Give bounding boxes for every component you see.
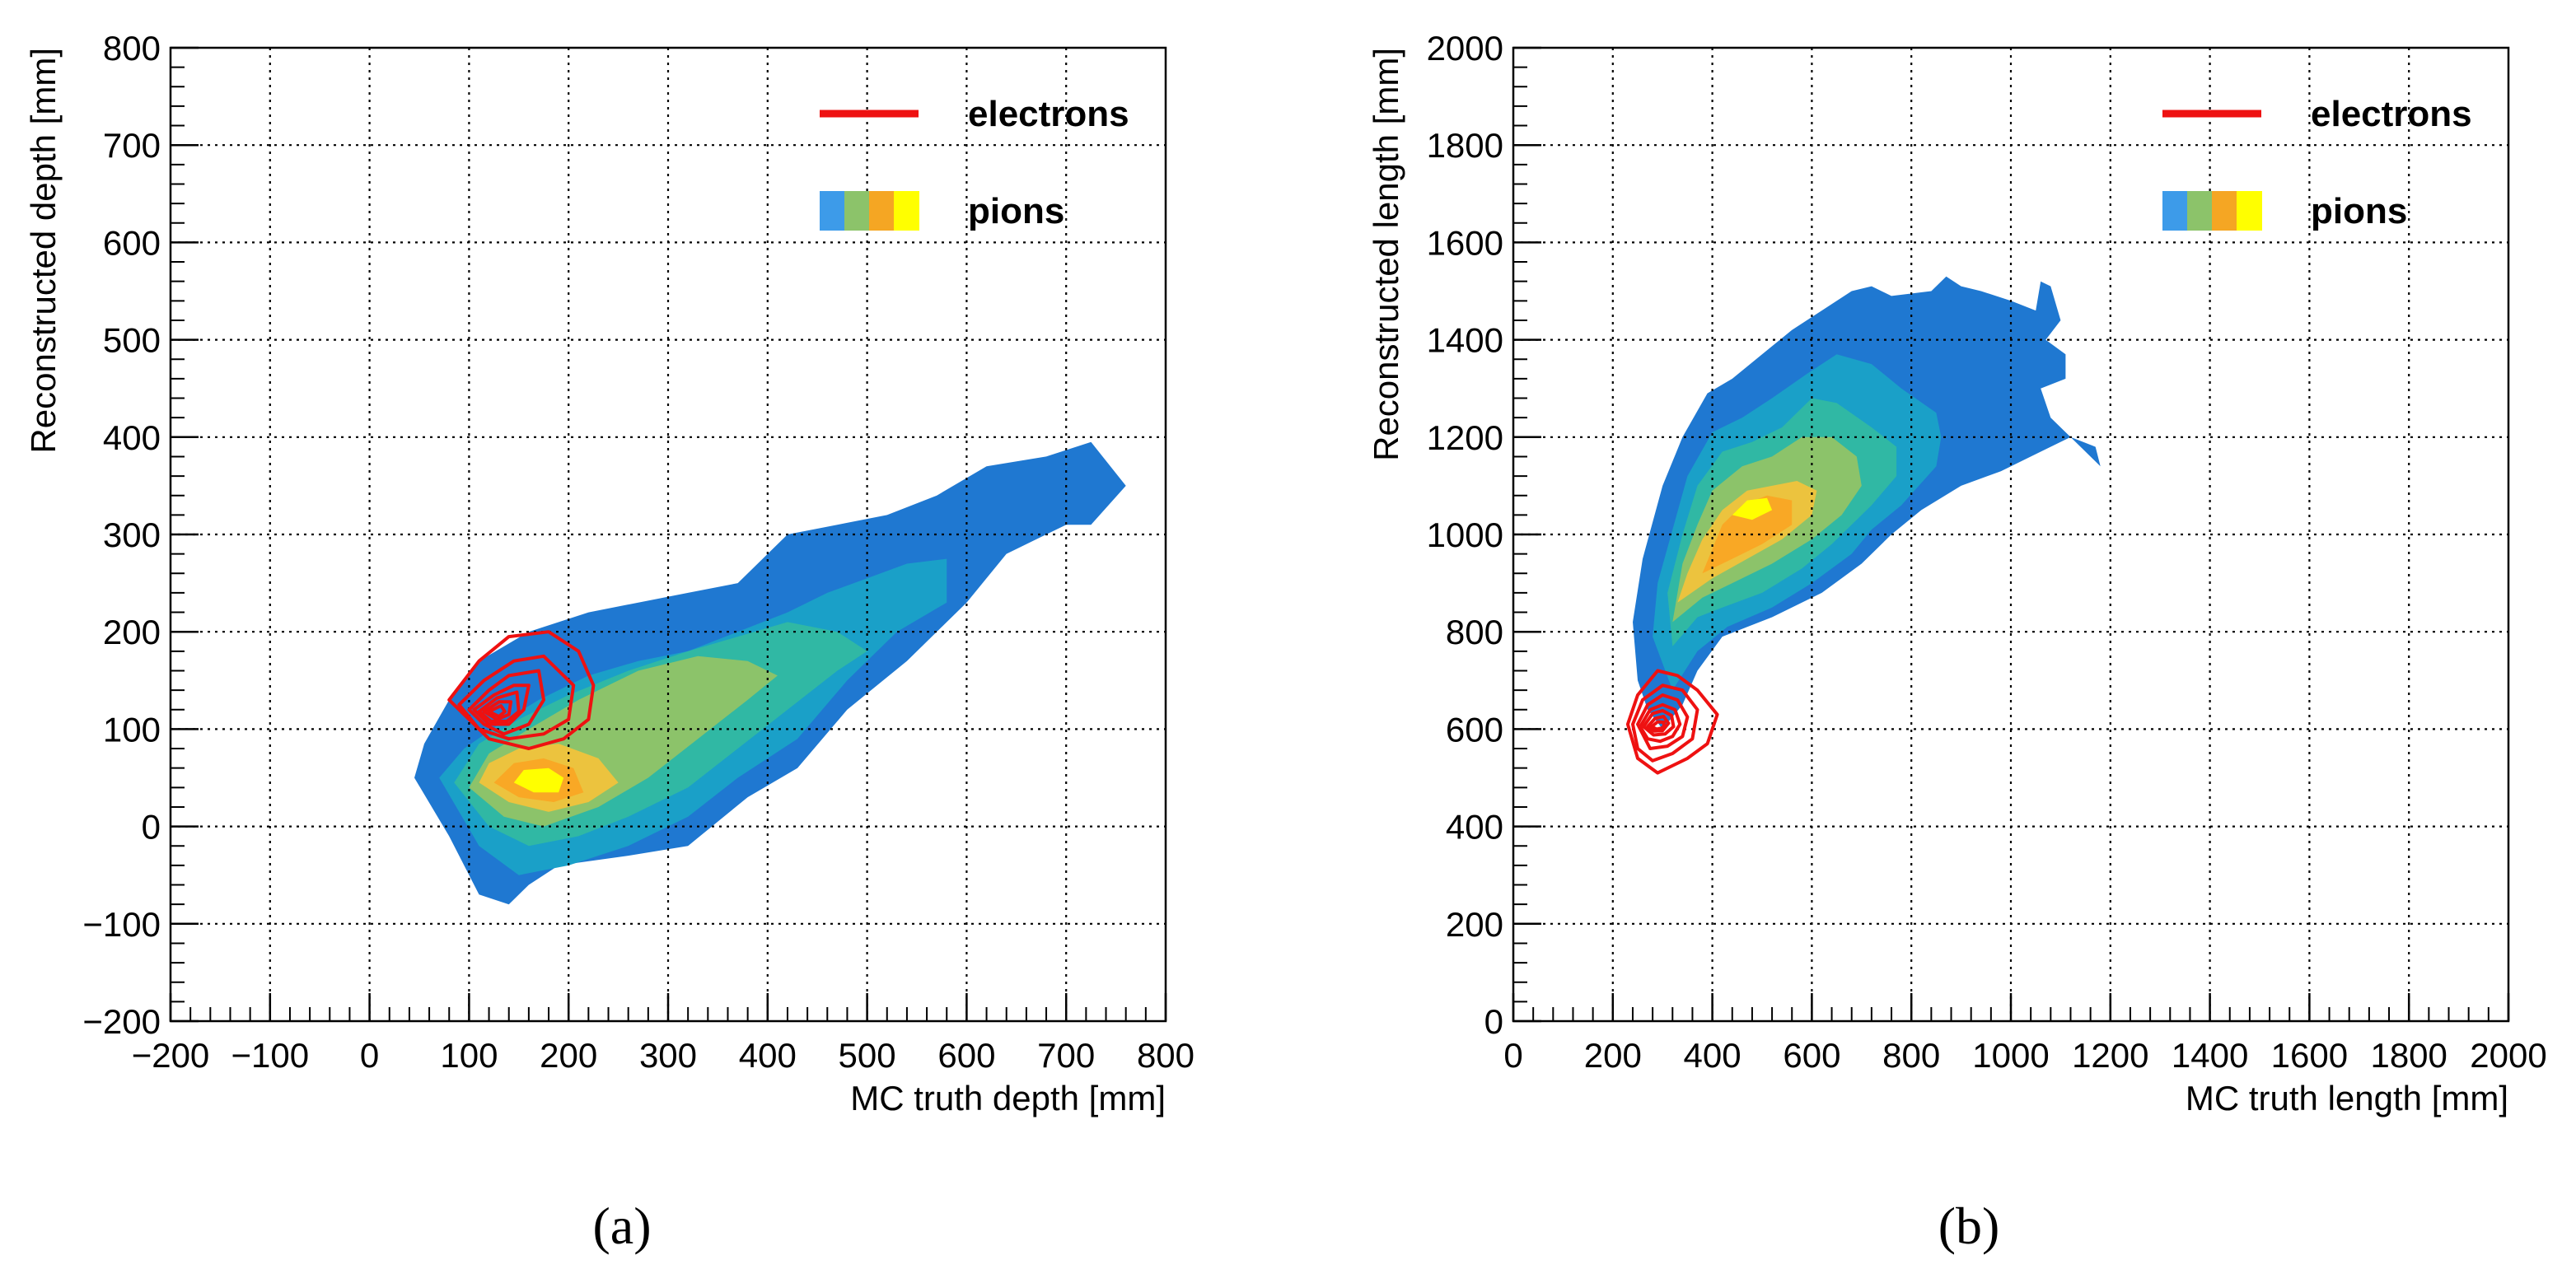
y-tick-label: 200 — [103, 613, 161, 651]
panel-label: (b) — [1938, 1197, 2000, 1255]
ticks — [169, 46, 1167, 1023]
x-tick-label: 0 — [360, 1036, 379, 1075]
legend-pions-swatch — [2212, 191, 2237, 231]
pion-contour-level-6 — [1702, 495, 1793, 574]
electron-contour-level-6 — [482, 700, 513, 721]
chart-panel-b: 0 200 400 600 800 1000 1200 1400 1600 1800 2000 0 20… — [1367, 29, 2547, 1255]
y-tick-label: 2000 — [1427, 29, 1503, 68]
legend-pions-swatch — [894, 191, 919, 231]
x-tick-label: 500 — [839, 1036, 896, 1075]
x-tick-label: 600 — [1783, 1036, 1840, 1075]
electron-contour-level-5 — [477, 690, 521, 723]
electron-contour-level-4 — [1639, 702, 1682, 744]
electron-contour-level-3 — [1636, 693, 1690, 750]
y-tick-label: −200 — [82, 1002, 161, 1041]
x-tick-label: 0 — [1503, 1036, 1522, 1075]
electron-contour-level-7 — [487, 704, 507, 718]
x-tick-label: −200 — [132, 1036, 210, 1075]
legend-pions-swatch — [2187, 191, 2213, 231]
y-tick-label: 700 — [103, 126, 161, 165]
x-tick-label: 1400 — [2172, 1036, 2248, 1075]
electron-contour-level-2 — [457, 654, 576, 741]
x-tick-label: 300 — [639, 1036, 697, 1075]
pion-contour-level-7 — [1732, 497, 1773, 520]
y-tick-label: 600 — [103, 223, 161, 262]
y-tick-label: 200 — [1446, 905, 1503, 944]
pions-contours — [414, 441, 1126, 905]
panel-label: (a) — [592, 1197, 651, 1255]
y-tick-label: 1800 — [1427, 126, 1503, 165]
electron-contour-level-4 — [472, 683, 531, 726]
tick-labels: −200 −100 0 100 200 300 400 500 600 700 800 −200 −10… — [82, 29, 1194, 1075]
y-tick-label: 1400 — [1427, 321, 1503, 360]
x-tick-label: 700 — [1037, 1036, 1095, 1075]
grid — [171, 48, 1166, 1021]
x-tick-label: 200 — [540, 1036, 597, 1075]
y-tick-label: 500 — [103, 321, 161, 360]
y-tick-label: 0 — [142, 808, 161, 847]
pions-contours — [1633, 276, 2101, 730]
y-tick-label: 100 — [103, 710, 161, 749]
x-tick-label: 2000 — [2470, 1036, 2546, 1075]
y-tick-label: 600 — [1446, 710, 1503, 749]
x-tick-label: 200 — [1584, 1036, 1642, 1075]
y-tick-label: 1200 — [1427, 418, 1503, 457]
pion-contour-level-7 — [513, 767, 564, 793]
x-axis-label: MC truth length [mm] — [2186, 1079, 2508, 1117]
y-tick-label: 1600 — [1427, 223, 1503, 262]
x-axis-label: MC truth depth [mm] — [850, 1079, 1166, 1117]
x-tick-label: 400 — [1684, 1036, 1741, 1075]
y-tick-label: 800 — [103, 29, 161, 68]
legend-electrons-label: electrons — [2311, 94, 2472, 134]
electron-contour-level-3 — [467, 669, 545, 736]
x-tick-label: 1800 — [2370, 1036, 2447, 1075]
y-tick-label: −100 — [82, 905, 161, 944]
legend-electrons-label: electrons — [968, 94, 1129, 134]
electrons-contours — [447, 630, 596, 750]
legend-pions-swatch — [2237, 191, 2262, 231]
y-axis-label: Reconstructed depth [mm] — [24, 48, 63, 454]
legend: electrons pions — [820, 94, 1129, 231]
x-tick-label: 100 — [440, 1036, 498, 1075]
electron-contour-level-2 — [1631, 683, 1699, 763]
legend-pions-label: pions — [2311, 191, 2407, 231]
x-tick-label: 1600 — [2271, 1036, 2348, 1075]
electrons-contours — [1625, 669, 1719, 775]
y-tick-label: 400 — [103, 418, 161, 457]
electron-contour-level-7 — [1649, 720, 1666, 731]
x-tick-label: −100 — [231, 1036, 309, 1075]
x-tick-label: 400 — [739, 1036, 797, 1075]
legend-pions-swatch — [869, 191, 895, 231]
electron-contour-level-6 — [1646, 715, 1671, 733]
legend-pions-swatch — [2162, 191, 2188, 231]
electron-contour-level-1 — [1625, 669, 1719, 775]
electron-contour-level-1 — [447, 630, 596, 750]
x-tick-label: 800 — [1882, 1036, 1940, 1075]
y-tick-label: 1000 — [1427, 516, 1503, 554]
ticks — [1512, 46, 2510, 1023]
grid — [1513, 48, 2508, 1021]
legend-pions-swatch — [844, 191, 870, 231]
tick-labels: 0 200 400 600 800 1000 1200 1400 1600 1800 2000 0 20… — [1427, 29, 2547, 1075]
x-tick-label: 1200 — [2072, 1036, 2148, 1075]
chart-panel-a: −200 −100 0 100 200 300 400 500 600 700 800 −200 −10… — [24, 29, 1194, 1255]
electron-contour-level-5 — [1642, 708, 1676, 737]
legend-pions-swatch — [820, 191, 845, 231]
y-tick-label: 0 — [1484, 1002, 1503, 1041]
legend: electrons pions — [2162, 94, 2472, 231]
legend-pions-label: pions — [968, 191, 1064, 231]
x-tick-label: 600 — [937, 1036, 995, 1075]
y-tick-label: 300 — [103, 516, 161, 554]
x-tick-label: 800 — [1137, 1036, 1194, 1075]
x-tick-label: 1000 — [1972, 1036, 2049, 1075]
y-tick-label: 800 — [1446, 613, 1503, 651]
y-axis-label: Reconstructed length [mm] — [1367, 48, 1405, 461]
y-tick-label: 400 — [1446, 808, 1503, 847]
